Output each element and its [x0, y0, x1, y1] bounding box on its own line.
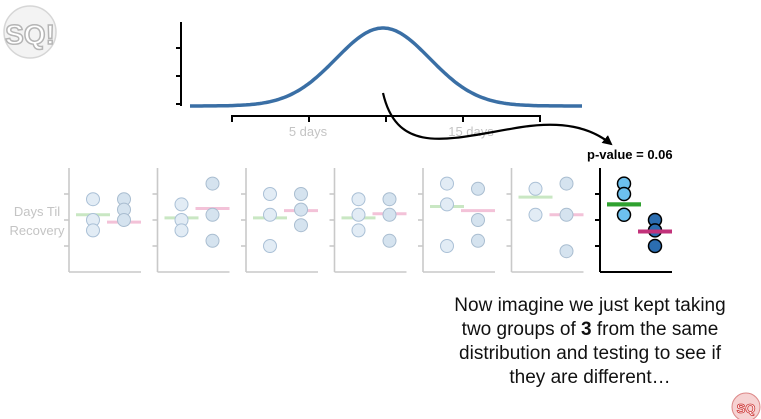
panel-6-point-a-2 [528, 207, 543, 222]
panel-3-point-b-1 [294, 187, 308, 201]
panel-2-point-a-1 [174, 197, 189, 212]
panel-3-point-b-3 [294, 202, 308, 217]
panel-6-point-b-3 [559, 244, 574, 259]
panel-1-point-a-3 [86, 223, 100, 238]
panel-3-point-b-2 [294, 218, 308, 233]
caption-before: Now imagine we just kept taking two grou… [454, 295, 726, 340]
panel-2-point-b-1 [205, 176, 220, 191]
y-label-line-1: Days Til [14, 204, 60, 219]
panel-3-point-a-1 [263, 187, 277, 201]
caption-after: from the same distribution and testing t… [459, 319, 721, 388]
panel-6-point-b-1 [559, 176, 574, 191]
tick-label-5-days: 5 days [289, 124, 328, 139]
panel-5-point-a-3 [440, 239, 454, 253]
sampling-arrow [381, 92, 613, 146]
panel-5-point-a-1 [440, 176, 454, 191]
panel-3-point-a-2 [263, 207, 277, 222]
panel-1-point-a-1 [86, 192, 100, 207]
panel-5-point-b-1 [471, 181, 485, 196]
sample-panels [64, 168, 672, 273]
y-label-line-2: Recovery [10, 223, 65, 238]
panel-2-point-b-3 [205, 233, 220, 248]
panel-4-point-b-1 [382, 192, 397, 207]
panel-5-point-b-3 [471, 233, 485, 248]
normal-distribution-curve [190, 26, 582, 108]
panel-7-point-a-2 [616, 186, 632, 202]
panel-3-point-a-3 [263, 239, 277, 253]
panel-4-point-a-1 [351, 192, 366, 207]
statquest-logo-small: SQ [731, 392, 761, 419]
tick-label-15-days: 15 days [448, 124, 494, 139]
small-logo-text: SQ [737, 401, 756, 416]
panel-2-point-b-2 [205, 207, 220, 222]
caption: Now imagine we just kept taking two grou… [440, 294, 740, 390]
panel-4-point-a-3 [351, 223, 366, 238]
panel-7-point-b-3 [647, 238, 663, 254]
panel-4-point-b-3 [382, 233, 397, 248]
panel-5-point-a-2 [440, 197, 454, 212]
panel-5-point-b-2 [471, 213, 485, 227]
logo-text: SQ! [5, 19, 55, 50]
panel-1-point-b-3 [117, 213, 131, 227]
distribution-axes: 5 days 15 days [176, 22, 541, 139]
panel-4-point-a-2 [351, 207, 366, 222]
panel-6-point-a-1 [528, 181, 543, 196]
panel-4-point-b-2 [382, 207, 397, 222]
caption-bold: 3 [581, 319, 592, 340]
panel-6-point-b-2 [559, 207, 574, 222]
panel-2-point-a-3 [174, 223, 189, 238]
p-value-label: p-value = 0.06 [587, 147, 673, 162]
panel-7-point-a-3 [616, 207, 632, 223]
statquest-logo: SQ! [3, 5, 57, 59]
